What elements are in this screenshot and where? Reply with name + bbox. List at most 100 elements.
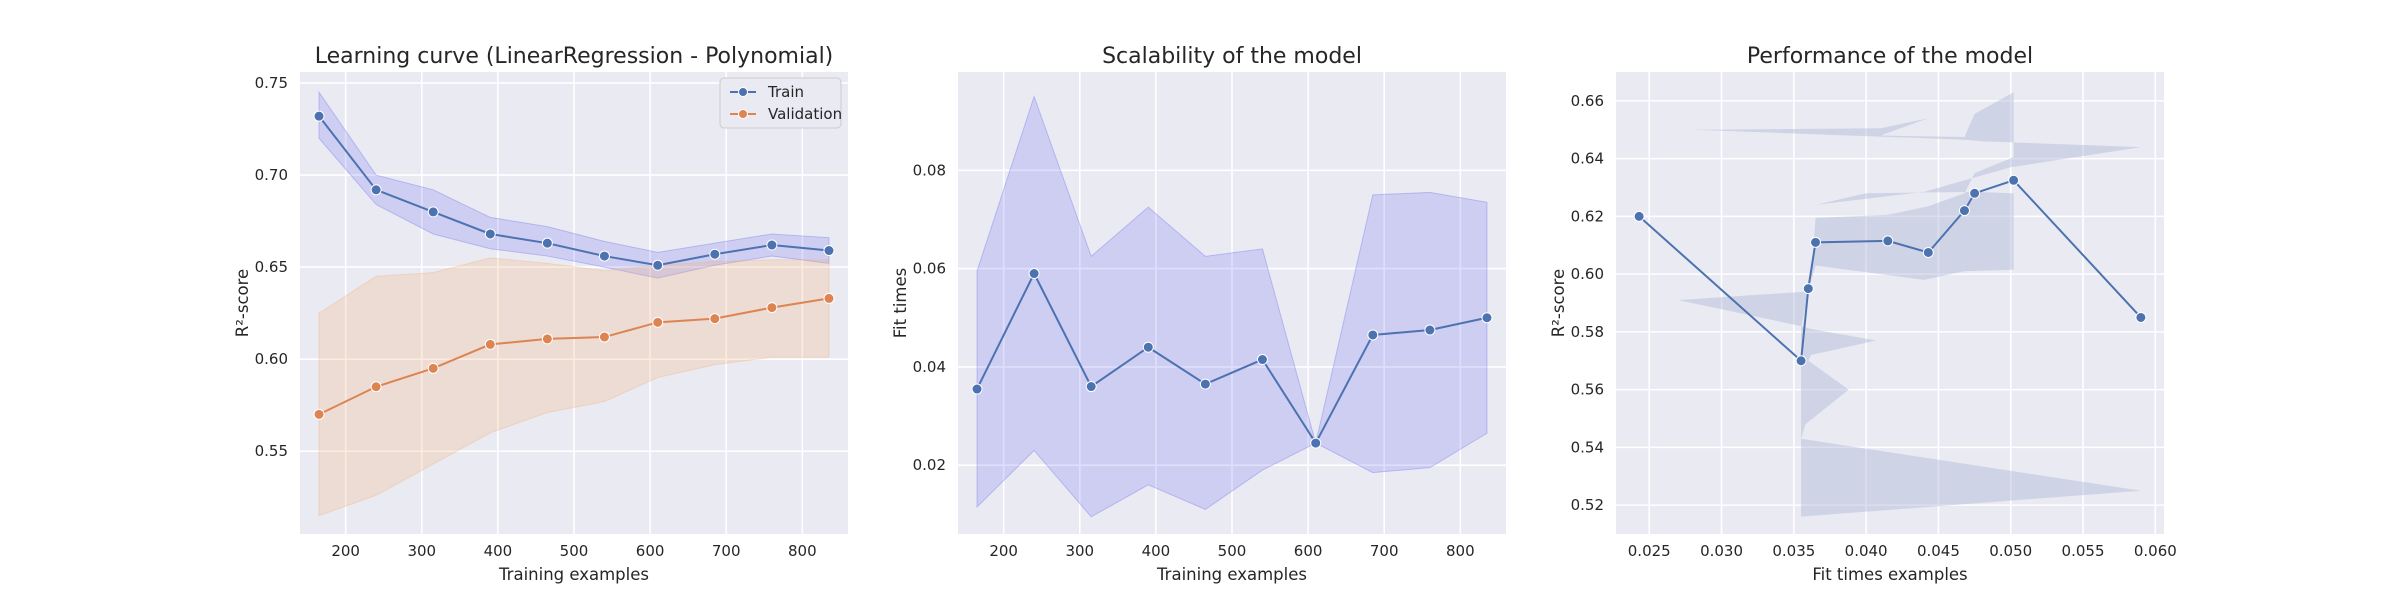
bands-scalability xyxy=(976,95,1488,518)
y-tick-label: 0.06 xyxy=(913,260,946,278)
y-tick-label: 0.58 xyxy=(1571,323,1604,341)
performance-panel: 0.025 0.030 0.035 0.040 0.045 0.050 0.055 0.060… xyxy=(1549,44,2177,584)
x-tick-label: 0.045 xyxy=(1917,542,1960,560)
data-point-performance xyxy=(1633,210,1645,222)
data-point-validation xyxy=(427,362,439,374)
data-point-validation xyxy=(541,333,553,345)
grid-scalability xyxy=(958,72,1506,534)
y-tick-label: 0.54 xyxy=(1571,438,1604,456)
data-point-train xyxy=(598,250,610,262)
x-tick-label: 600 xyxy=(636,542,665,560)
x-tick-label: 0.055 xyxy=(2062,542,2105,560)
x-tick-label: 300 xyxy=(407,542,436,560)
data-point-train xyxy=(652,259,664,271)
data-point-train xyxy=(766,239,778,251)
legend-label-train: Train xyxy=(767,83,804,101)
legend: Train Validation xyxy=(719,77,842,129)
x-tick-label: 0.060 xyxy=(2134,542,2177,560)
x-tick-label: 0.040 xyxy=(1845,542,1888,560)
x-tick-label: 200 xyxy=(989,542,1018,560)
data-point-validation xyxy=(766,302,778,314)
x-tick-label: 500 xyxy=(1218,542,1247,560)
data-point-fit-times xyxy=(1481,312,1493,324)
data-point-performance xyxy=(2008,174,2020,186)
data-point-performance xyxy=(1969,187,1981,199)
plot-area-performance xyxy=(1616,72,2164,534)
x-tick-label: 500 xyxy=(560,542,589,560)
chart-title-performance: Performance of the model xyxy=(1747,44,2033,69)
x-tick-label: 0.050 xyxy=(1989,542,2032,560)
data-point-validation xyxy=(313,408,325,420)
confidence-band-train xyxy=(318,90,830,279)
legend-box xyxy=(719,77,842,129)
points-learning-curve xyxy=(313,110,835,420)
x-tick-label: 700 xyxy=(1370,542,1399,560)
series-line-train xyxy=(318,115,830,267)
x-axis-label-scalability: Training examples xyxy=(1156,565,1307,584)
confidence-band-performance xyxy=(1678,92,2141,517)
x-tick-label: 800 xyxy=(788,542,817,560)
y-axis-label-scalability: Fit times xyxy=(891,268,910,338)
y-tick-label: 0.60 xyxy=(255,350,288,368)
y-tick-label: 0.70 xyxy=(255,166,288,184)
y-axis-label-performance: R²-score xyxy=(1549,269,1568,337)
data-point-fit-times xyxy=(1085,381,1097,393)
confidence-band-validation xyxy=(318,257,830,517)
series-line-validation xyxy=(318,297,830,416)
data-point-performance xyxy=(1810,236,1822,248)
x-ticks-performance: 0.025 0.030 0.035 0.040 0.045 0.050 0.055 0.060 xyxy=(1628,542,2177,560)
legend-item-train: Train xyxy=(730,83,804,101)
x-ticks-learning-curve: 200 300 400 500 600 700 800 xyxy=(331,542,816,560)
x-ticks-scalability: 200 300 400 500 600 700 800 xyxy=(989,542,1474,560)
points-scalability xyxy=(971,268,1493,449)
legend-item-validation: Validation xyxy=(730,105,842,123)
data-point-train xyxy=(484,228,496,240)
data-point-train xyxy=(709,248,721,260)
y-tick-label: 0.60 xyxy=(1571,265,1604,283)
data-point-fit-times xyxy=(1028,268,1040,280)
y-tick-label: 0.66 xyxy=(1571,92,1604,110)
data-point-train xyxy=(313,110,325,122)
data-point-performance xyxy=(1958,205,1970,217)
x-axis-label-performance: Fit times examples xyxy=(1812,565,1967,584)
data-point-validation xyxy=(370,381,382,393)
y-tick-label: 0.55 xyxy=(255,442,288,460)
x-axis-label-learning-curve: Training examples xyxy=(498,565,649,584)
data-point-performance xyxy=(1882,235,1894,247)
data-point-performance xyxy=(1922,246,1934,258)
legend-marker-train xyxy=(738,87,748,97)
data-point-fit-times xyxy=(1310,437,1322,449)
grid-performance xyxy=(1616,72,2164,534)
y-tick-label: 0.64 xyxy=(1571,150,1604,168)
lines-scalability xyxy=(976,271,1488,446)
y-tick-label: 0.52 xyxy=(1571,496,1604,514)
data-point-fit-times xyxy=(1142,341,1154,353)
scalability-panel: 200 300 400 500 600 700 800 0.02 0.04 0.06 0.08 S… xyxy=(891,44,1506,584)
lines-performance xyxy=(1638,179,2142,363)
data-point-fit-times xyxy=(1424,324,1436,336)
data-point-train xyxy=(541,237,553,249)
data-point-fit-times xyxy=(1256,354,1268,366)
y-ticks-scalability: 0.02 0.04 0.06 0.08 xyxy=(913,161,946,474)
series-line-fit-times xyxy=(976,271,1488,446)
data-point-train xyxy=(823,245,835,257)
x-tick-label: 600 xyxy=(1294,542,1323,560)
x-tick-label: 800 xyxy=(1446,542,1475,560)
learning-curve-panel: 200 300 400 500 600 700 800 0.550.600.650.700.… xyxy=(233,44,848,584)
lines-learning-curve xyxy=(318,115,830,416)
y-ticks-performance: 0.52 0.54 0.56 0.58 0.60 0.62 0.64 0.66 xyxy=(1571,92,1604,514)
x-tick-label: 0.030 xyxy=(1700,542,1743,560)
chart-title-scalability: Scalability of the model xyxy=(1102,44,1362,69)
y-tick-label: 0.75 xyxy=(255,74,288,92)
data-point-validation xyxy=(823,292,835,304)
y-tick-label: 0.08 xyxy=(913,161,946,179)
y-tick-label: 0.56 xyxy=(1571,381,1604,399)
legend-label-validation: Validation xyxy=(768,105,842,123)
data-point-fit-times xyxy=(1367,329,1379,341)
x-tick-label: 300 xyxy=(1065,542,1094,560)
y-tick-label: 0.04 xyxy=(913,358,946,376)
points-performance xyxy=(1633,174,2147,367)
y-tick-label: 0.02 xyxy=(913,456,946,474)
y-tick-label: 0.65 xyxy=(255,258,288,276)
